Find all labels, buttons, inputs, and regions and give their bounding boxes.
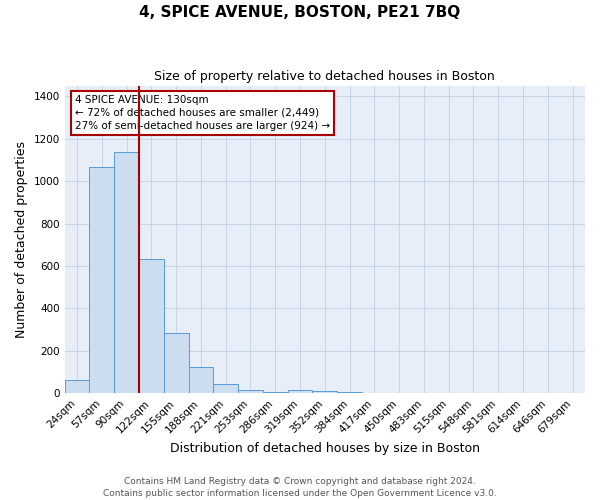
Bar <box>188 367 214 394</box>
Bar <box>65 380 89 394</box>
Y-axis label: Number of detached properties: Number of detached properties <box>15 141 28 338</box>
X-axis label: Distribution of detached houses by size in Boston: Distribution of detached houses by size … <box>170 442 480 455</box>
Bar <box>114 152 139 394</box>
Title: Size of property relative to detached houses in Boston: Size of property relative to detached ho… <box>154 70 495 83</box>
Bar <box>214 384 238 394</box>
Bar <box>287 390 313 394</box>
Bar <box>139 258 164 394</box>
Text: 4 SPICE AVENUE: 130sqm
← 72% of detached houses are smaller (2,449)
27% of semi-: 4 SPICE AVENUE: 130sqm ← 72% of detached… <box>75 95 330 131</box>
Bar <box>164 333 188 394</box>
Bar <box>337 392 362 394</box>
Bar <box>238 390 263 394</box>
Text: Contains HM Land Registry data © Crown copyright and database right 2024.
Contai: Contains HM Land Registry data © Crown c… <box>103 476 497 498</box>
Bar <box>263 392 287 394</box>
Bar <box>89 168 114 394</box>
Bar <box>313 391 337 394</box>
Text: 4, SPICE AVENUE, BOSTON, PE21 7BQ: 4, SPICE AVENUE, BOSTON, PE21 7BQ <box>139 5 461 20</box>
